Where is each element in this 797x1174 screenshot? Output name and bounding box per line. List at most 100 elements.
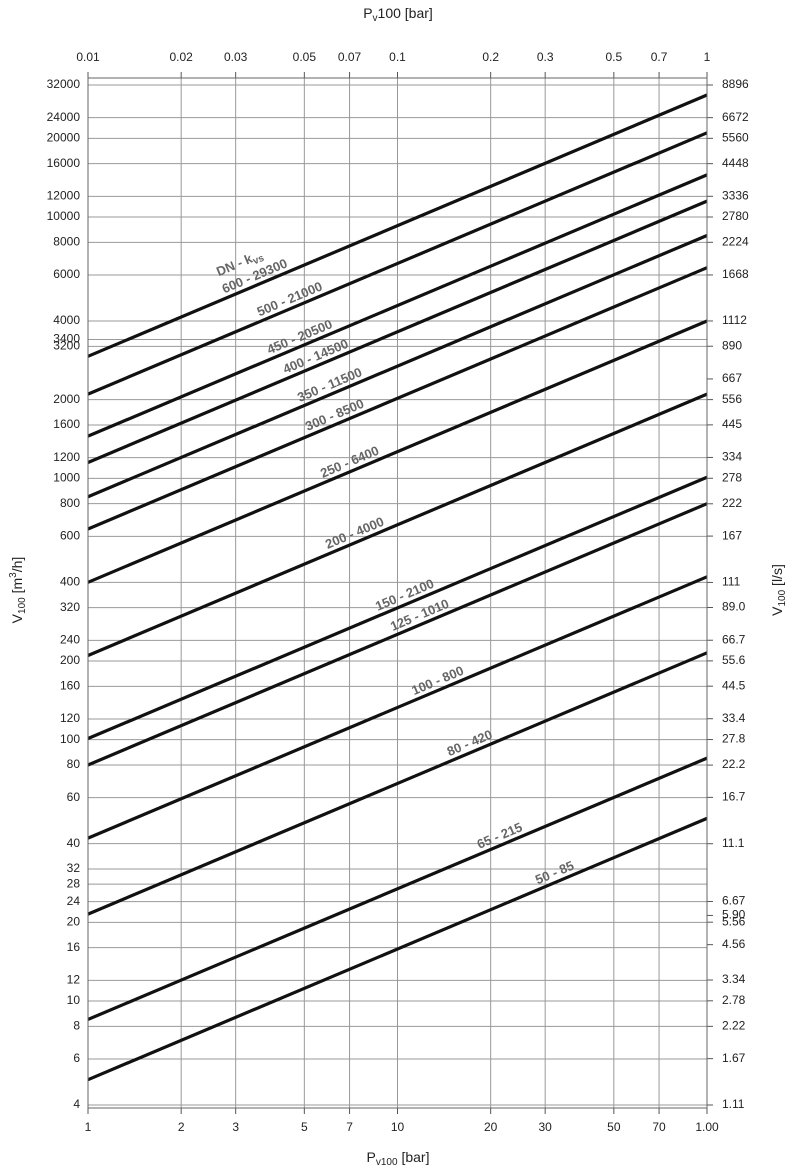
t: v xyxy=(373,13,378,24)
y2-tick-label: 66.7 xyxy=(722,632,746,646)
y2-tick-label: 4448 xyxy=(722,156,749,170)
y2-tick-label: 2.22 xyxy=(722,1019,746,1033)
series-line xyxy=(88,575,707,840)
annotation-sub: vs xyxy=(251,252,266,267)
y2-tick-label: 55.6 xyxy=(722,653,746,667)
y-tick-label: 10 xyxy=(67,993,81,1007)
t: V xyxy=(769,606,785,616)
x-tick-label: 3 xyxy=(232,1120,239,1134)
y-tick-label: 3200 xyxy=(53,339,80,353)
y2-tick-label: 3.34 xyxy=(722,972,746,986)
x2-axis-title: Pv100 [bar] xyxy=(363,5,433,24)
frame xyxy=(87,77,708,1109)
y2-tick-label: 2224 xyxy=(722,234,749,248)
y-tick-label: 24000 xyxy=(47,110,81,124)
x-axis-title: Pv100 [bar] xyxy=(367,1149,430,1168)
lines xyxy=(88,93,707,1082)
t: [bar] xyxy=(398,1149,430,1165)
y2-tick-label: 5.56 xyxy=(722,914,746,928)
y-tick-label: 100 xyxy=(60,732,80,746)
y-tick-label: 1200 xyxy=(53,450,80,464)
series-line xyxy=(88,173,707,438)
y2-tick-label: 6.67 xyxy=(722,894,746,908)
series-line xyxy=(88,319,707,584)
t: 100 xyxy=(777,589,788,606)
t: P xyxy=(363,5,372,21)
series-line xyxy=(88,199,707,464)
y2-tick-label: 89.0 xyxy=(722,600,746,614)
series-line xyxy=(88,131,707,396)
y-tick-label: 4000 xyxy=(53,313,80,327)
x-tick-label: 7 xyxy=(346,1120,353,1134)
x-tick-label: 70 xyxy=(652,1120,666,1134)
t: 3 xyxy=(8,572,19,578)
y2-tick-label: 22.2 xyxy=(722,757,746,771)
y-tick-label: 12 xyxy=(67,972,81,986)
y2-tick-label: 890 xyxy=(722,338,742,352)
t: [m xyxy=(9,578,25,597)
y-tick-label: 40 xyxy=(67,836,81,850)
y-tick-label: 16 xyxy=(67,940,81,954)
x-tick-label: 5 xyxy=(301,1120,308,1134)
x-tick-label: 30 xyxy=(538,1120,552,1134)
y-tick-label: 12000 xyxy=(47,188,81,202)
y2-axis-title: V100 [l/s] xyxy=(769,564,788,616)
y-tick-label: 32000 xyxy=(47,77,81,91)
series-label: 100 - 800 xyxy=(409,663,465,698)
x2-tick-label: 0.03 xyxy=(224,50,248,64)
y-tick-label: 2000 xyxy=(53,392,80,406)
y2-tick-label: 334 xyxy=(722,450,742,464)
x-tick-label: 1 xyxy=(85,1120,92,1134)
y-tick-label: 320 xyxy=(60,600,80,614)
x2-tick-label: 0.05 xyxy=(293,50,317,64)
y2-tick-label: 44.5 xyxy=(722,678,746,692)
series-line xyxy=(88,651,707,916)
y-tick-label: 6 xyxy=(73,1051,80,1065)
series-line xyxy=(88,816,707,1082)
y2-tick-label: 6672 xyxy=(722,110,749,124)
y-tick-label: 600 xyxy=(60,528,80,542)
y2-tick-label: 556 xyxy=(722,392,742,406)
y-tick-label: 32 xyxy=(67,861,81,875)
x-tick-label: 10 xyxy=(391,1120,405,1134)
y-tick-label: 80 xyxy=(67,757,81,771)
y-tick-label: 240 xyxy=(60,632,80,646)
series-line xyxy=(88,475,707,741)
series-line xyxy=(88,233,707,499)
y-tick-label: 60 xyxy=(67,790,81,804)
x2-tick-label: 0.1 xyxy=(389,50,406,64)
x2-tick-label: 0.3 xyxy=(537,50,554,64)
y2-tick-label: 1.67 xyxy=(722,1051,746,1065)
y-tick-label: 8000 xyxy=(53,235,80,249)
y2-tick-label: 4.56 xyxy=(722,937,746,951)
t: P xyxy=(367,1149,376,1165)
series-line xyxy=(88,502,707,767)
series-line xyxy=(88,266,707,531)
y2-tick-label: 1112 xyxy=(722,313,747,327)
y2-tick-label: 33.4 xyxy=(722,711,746,725)
y-tick-label: 800 xyxy=(60,496,80,510)
x2-tick-label: 0.2 xyxy=(482,50,499,64)
y-tick-label: 6000 xyxy=(53,267,80,281)
y2-tick-label: 27.8 xyxy=(722,732,746,746)
y2-tick-label: 111 xyxy=(722,575,741,589)
series-line xyxy=(88,392,707,657)
x-tick-label: 2 xyxy=(178,1120,185,1134)
y-tick-label: 400 xyxy=(60,575,80,589)
t: V xyxy=(9,613,25,623)
x-tick-label: 50 xyxy=(607,1120,621,1134)
t: [l/s] xyxy=(769,564,785,590)
y2-tick-label: 278 xyxy=(722,470,742,484)
y2-tick-label: 3336 xyxy=(722,188,749,202)
y-tick-label: 200 xyxy=(60,653,80,667)
t: 100 [bar] xyxy=(378,5,433,21)
y2-tick-label: 5.90 xyxy=(722,908,746,922)
x2-tick-label: 0.02 xyxy=(169,50,193,64)
x-tick-label: 20 xyxy=(484,1120,498,1134)
y-tick-label: 24 xyxy=(67,894,81,908)
y2-tick-label: 5560 xyxy=(722,131,749,145)
y2-tick-label: 2.78 xyxy=(722,993,746,1007)
t: 100 xyxy=(17,597,28,614)
x2-tick-label: 0.01 xyxy=(76,50,100,64)
